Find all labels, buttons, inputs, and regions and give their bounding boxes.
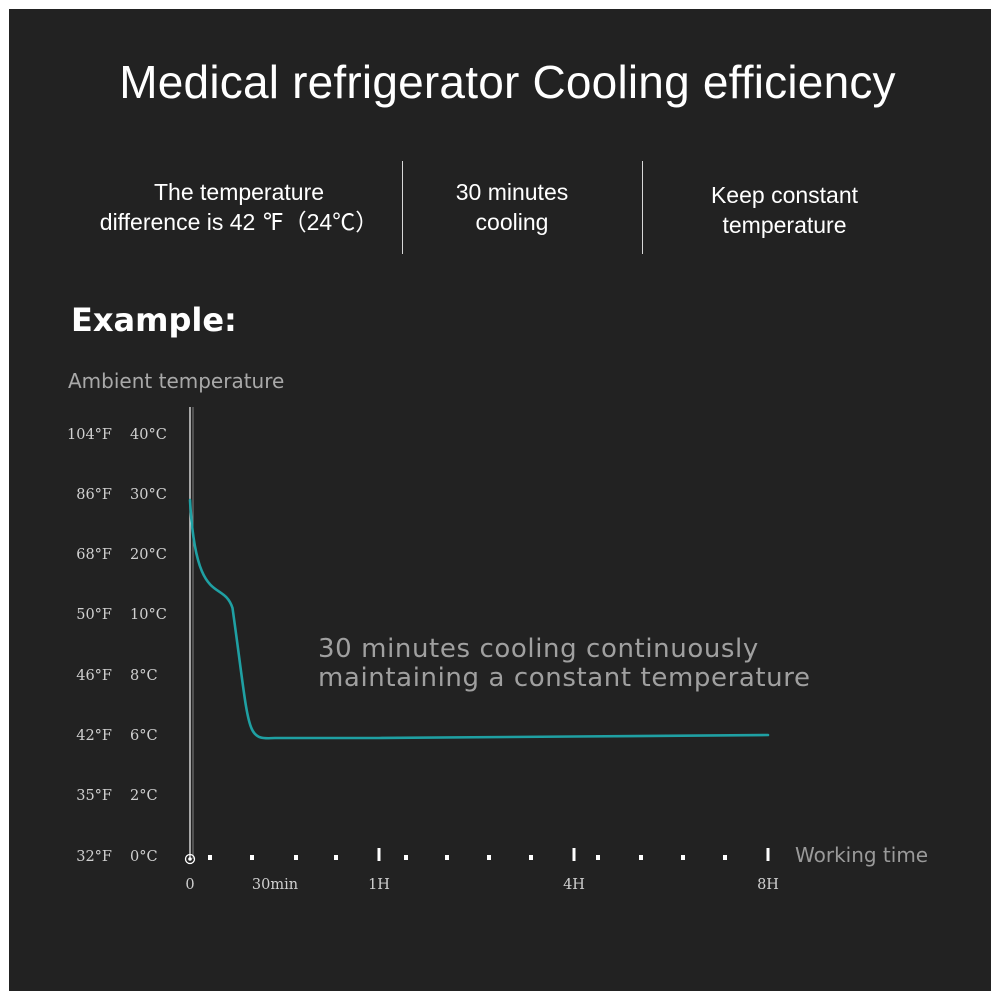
feature-constant-temperature-line2: temperature <box>722 212 847 238</box>
chart-annotation-line2: maintaining a constant temperature <box>318 663 811 693</box>
x-axis-dot <box>723 855 727 860</box>
x-tick-label: 30min <box>252 877 298 893</box>
y-tick-label-c: 0°C <box>130 849 158 865</box>
y-tick-label-f: 104°F <box>67 427 112 443</box>
x-axis-dot <box>404 855 408 860</box>
page-title: Medical refrigerator Cooling efficiency <box>119 56 896 108</box>
chart-annotation-line1: 30 minutes cooling continuously <box>318 634 759 664</box>
cooling-curve-chart: 104°F 40°C 86°F 30°C 68°F 20°C 50°F 10°C 46°F 8°C… <box>67 407 779 893</box>
feature-temperature-difference-line2: difference is 42 ℉（24℃） <box>99 209 379 235</box>
x-axis-tick <box>766 848 770 861</box>
feature-divider <box>402 161 403 254</box>
x-tick-label: 0 <box>185 877 194 893</box>
feature-temperature-difference-line1: The temperature <box>153 179 325 205</box>
y-tick-label-f: 35°F <box>76 788 112 804</box>
origin-marker <box>184 853 196 865</box>
x-axis-dot <box>596 855 600 860</box>
x-axis-dot <box>681 855 685 860</box>
x-axis-dot <box>334 855 338 860</box>
chart-panel: Medical refrigerator Cooling efficiency … <box>9 9 991 991</box>
feature-30-minutes-cooling-line1: 30 minutes <box>455 179 569 205</box>
y-axis-label: Ambient temperature <box>68 369 285 393</box>
feature-divider <box>642 161 643 254</box>
y-tick-label-f: 46°F <box>76 668 112 684</box>
origin-marker-dot <box>188 857 192 861</box>
y-tick-label-f: 68°F <box>76 547 112 563</box>
x-axis-dot <box>639 855 643 860</box>
y-tick-label-f: 32°F <box>76 849 112 865</box>
y-tick-label-c: 10°C <box>130 607 167 623</box>
y-tick-label-c: 2°C <box>130 788 158 804</box>
y-tick-label-c: 8°C <box>130 668 158 684</box>
y-tick-label-c: 30°C <box>130 487 167 503</box>
x-tick-label: 1H <box>368 877 390 893</box>
x-axis-dot <box>294 855 298 860</box>
x-axis-dot <box>208 855 212 860</box>
feature-30-minutes-cooling-line2: cooling <box>475 209 549 235</box>
x-axis-dot <box>529 855 533 860</box>
feature-constant-temperature: Keep constant temperature <box>652 180 917 240</box>
y-tick-label-c: 40°C <box>130 427 167 443</box>
x-tick-label: 8H <box>757 877 779 893</box>
feature-30-minutes-cooling: 30 minutes cooling <box>412 177 612 237</box>
x-axis-dot <box>250 855 254 860</box>
y-tick-label-c: 6°C <box>130 728 158 744</box>
x-tick-label: 4H <box>563 877 585 893</box>
y-tick-label-f: 42°F <box>76 728 112 744</box>
feature-constant-temperature-line1: Keep constant <box>710 182 859 208</box>
example-heading: Example: <box>71 301 237 339</box>
y-tick-label-c: 20°C <box>130 547 167 563</box>
cooling-curve-line <box>188 498 770 740</box>
y-tick-label-f: 86°F <box>76 487 112 503</box>
chart-annotation: 30 minutes cooling continuously maintain… <box>318 635 811 693</box>
feature-temperature-difference: The temperature difference is 42 ℉（24℃） <box>79 177 399 237</box>
x-axis-dot <box>487 855 491 860</box>
y-tick-label-f: 50°F <box>76 607 112 623</box>
x-axis-label: Working time <box>795 843 929 867</box>
x-axis-tick <box>572 848 576 861</box>
x-axis-dot <box>445 855 449 860</box>
x-axis-tick <box>377 848 381 861</box>
